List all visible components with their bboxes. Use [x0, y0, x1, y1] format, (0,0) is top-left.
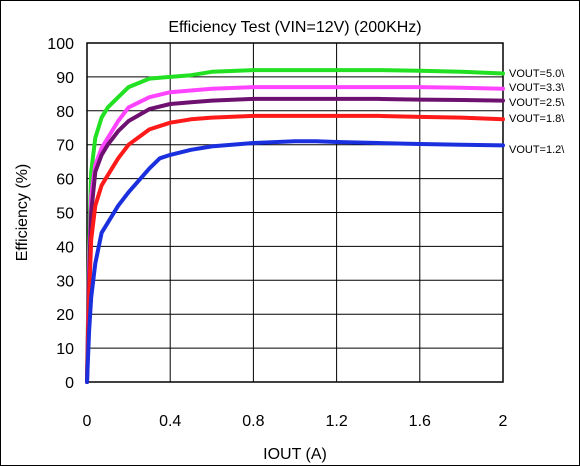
y-tick-label: 80: [56, 104, 74, 121]
y-tick-label: 70: [56, 138, 74, 155]
chart-title: Efficiency Test (VIN=12V) (200KHz): [168, 19, 421, 36]
x-tick-label: 1.2: [325, 413, 347, 430]
series-labels: VOUT=5.0\ VOUT=3.3\ VOUT=2.5\ VOUT=1.8\ VOUT…: [509, 68, 565, 156]
y-tick-label: 40: [56, 239, 74, 256]
x-tick-labels: 0 0.4 0.8 1.2 1.6 2: [83, 413, 508, 430]
x-axis-title: IOUT (A): [263, 446, 327, 463]
plot-area: [86, 42, 504, 383]
y-tick-label: 0: [65, 375, 74, 392]
series-line-vout-3-3v: [85, 85, 505, 384]
series-line-vout-1-2v: [85, 139, 505, 384]
x-tick-label: 1.6: [409, 413, 431, 430]
y-tick-label: 100: [47, 36, 74, 53]
y-tick-label: 20: [56, 307, 74, 324]
x-tick-label: 2: [499, 413, 508, 430]
series-line-vout-2-5v: [85, 96, 505, 384]
x-tick-label: 0.4: [159, 413, 181, 430]
y-tick-label: 60: [56, 172, 74, 189]
y-axis-title: Efficiency (%): [14, 164, 31, 262]
series-label-vout-2-5v: VOUT=2.5\: [509, 97, 565, 109]
series-label-vout-1-8v: VOUT=1.8\: [509, 113, 565, 125]
x-tick-label: 0.8: [242, 413, 264, 430]
series-label-vout-1-2v: VOUT=1.2\: [509, 144, 565, 156]
y-tick-labels: 0 10 20 30 40 50 60 70 80 90 100: [47, 36, 74, 392]
y-tick-label: 90: [56, 70, 74, 87]
x-tick-label: 0: [83, 413, 92, 430]
series-line-vout-1-8v: [85, 113, 505, 384]
y-tick-label: 30: [56, 273, 74, 290]
series-label-vout-5-0v: VOUT=5.0\: [509, 68, 565, 80]
series-line-vout-5-0v: [85, 68, 505, 384]
y-tick-label: 10: [56, 341, 74, 358]
series-lines: [85, 68, 505, 384]
series-label-vout-3-3v: VOUT=3.3\: [509, 82, 565, 94]
y-tick-label: 50: [56, 206, 74, 223]
